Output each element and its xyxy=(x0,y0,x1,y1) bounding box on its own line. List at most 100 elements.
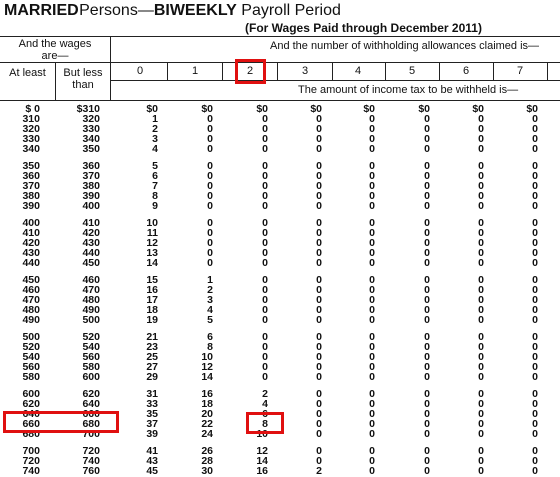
column-number: 5 xyxy=(408,65,416,77)
table-cell: 0 xyxy=(424,294,430,306)
table-cell: 0 xyxy=(262,190,268,202)
table-cell: 0 xyxy=(316,247,322,259)
table-cell: 0 xyxy=(424,398,430,410)
table-cell: 0 xyxy=(316,227,322,239)
table-cell: 0 xyxy=(262,227,268,239)
table-cell: 41 xyxy=(146,445,158,457)
table-cell: 0 xyxy=(532,465,538,477)
table-cell: 0 xyxy=(262,371,268,383)
table-cell: 0 xyxy=(316,388,322,400)
table-cell: 720 xyxy=(22,455,40,467)
rule xyxy=(332,62,333,80)
table-cell: 0 xyxy=(262,160,268,172)
table-cell: 0 xyxy=(316,398,322,410)
table-cell: 0 xyxy=(207,143,213,155)
title: MARRIED Persons—BIWEEKLY Payroll Period xyxy=(4,2,341,20)
table-cell: 0 xyxy=(424,331,430,343)
table-cell: $0 xyxy=(418,103,430,115)
highlight-box xyxy=(246,412,284,434)
table-cell: 560 xyxy=(22,361,40,373)
column-number: 1 xyxy=(191,65,199,77)
rule xyxy=(439,62,440,80)
table-cell: 0 xyxy=(369,190,375,202)
table-cell: 0 xyxy=(532,123,538,135)
table-cell: 0 xyxy=(262,361,268,373)
table-cell: 400 xyxy=(82,200,100,212)
table-cell: 2 xyxy=(262,388,268,400)
table-cell: 360 xyxy=(22,170,40,182)
table-cell: 370 xyxy=(82,170,100,182)
table-cell: 0 xyxy=(316,190,322,202)
table-cell: 0 xyxy=(478,331,484,343)
table-cell: $310 xyxy=(76,103,100,115)
table-cell: 0 xyxy=(316,455,322,467)
table-cell: 0 xyxy=(424,428,430,440)
table-cell: 13 xyxy=(146,247,158,259)
table-cell: 10 xyxy=(256,428,268,440)
table-cell: 0 xyxy=(478,455,484,467)
table-cell: 0 xyxy=(424,341,430,353)
table-cell: 0 xyxy=(316,274,322,286)
table-cell: 14 xyxy=(146,257,158,269)
table-cell: 0 xyxy=(532,257,538,269)
table-cell: 0 xyxy=(262,284,268,296)
rule xyxy=(222,62,223,80)
table-cell: 10 xyxy=(201,351,213,363)
table-cell: 0 xyxy=(478,314,484,326)
table-cell: 0 xyxy=(369,257,375,269)
table-cell: 0 xyxy=(369,170,375,182)
table-cell: 0 xyxy=(316,314,322,326)
wages-header: And the wages are— xyxy=(18,38,92,62)
table-cell: 410 xyxy=(82,217,100,229)
table-cell: 0 xyxy=(424,160,430,172)
table-cell: 0 xyxy=(532,428,538,440)
table-cell: 19 xyxy=(146,314,158,326)
table-cell: 0 xyxy=(532,274,538,286)
table-cell: 330 xyxy=(82,123,100,135)
table-cell: 0 xyxy=(316,170,322,182)
table-cell: 490 xyxy=(22,314,40,326)
table-cell: 0 xyxy=(478,341,484,353)
table-cell: 29 xyxy=(146,371,158,383)
table-cell: 0 xyxy=(316,428,322,440)
table-cell: 39 xyxy=(146,428,158,440)
table-cell: 600 xyxy=(22,388,40,400)
table-cell: 430 xyxy=(22,247,40,259)
table-cell: 500 xyxy=(22,331,40,343)
table-cell: 0 xyxy=(532,190,538,202)
table-cell: 0 xyxy=(316,331,322,343)
table-cell: 580 xyxy=(82,361,100,373)
table-cell: 0 xyxy=(424,133,430,145)
table-cell: 0 xyxy=(532,331,538,343)
table-cell: 0 xyxy=(316,257,322,269)
table-cell: 660 xyxy=(82,408,100,420)
table-cell: 20 xyxy=(201,408,213,420)
table-cell: 0 xyxy=(424,113,430,125)
table-cell: 24 xyxy=(201,428,213,440)
rule xyxy=(167,62,168,80)
table-cell: 0 xyxy=(316,408,322,420)
table-cell: $0 xyxy=(526,103,538,115)
rule xyxy=(385,62,386,80)
table-cell: 0 xyxy=(532,143,538,155)
table-cell: 0 xyxy=(369,304,375,316)
table-cell: 0 xyxy=(532,247,538,259)
table-cell: 0 xyxy=(478,247,484,259)
table-cell: 660 xyxy=(22,418,40,430)
table-cell: 0 xyxy=(262,341,268,353)
table-cell: 0 xyxy=(262,304,268,316)
table-cell: 0 xyxy=(369,314,375,326)
table-cell: 0 xyxy=(369,274,375,286)
table-cell: 410 xyxy=(22,227,40,239)
table-cell: 0 xyxy=(478,180,484,192)
table-cell: 0 xyxy=(316,133,322,145)
column-number: 3 xyxy=(301,65,309,77)
table-cell: 0 xyxy=(532,304,538,316)
table-cell: 0 xyxy=(532,398,538,410)
table-cell: 16 xyxy=(201,388,213,400)
table-cell: 0 xyxy=(532,217,538,229)
rule xyxy=(547,62,548,80)
table-cell: 0 xyxy=(316,200,322,212)
table-cell: 0 xyxy=(478,274,484,286)
